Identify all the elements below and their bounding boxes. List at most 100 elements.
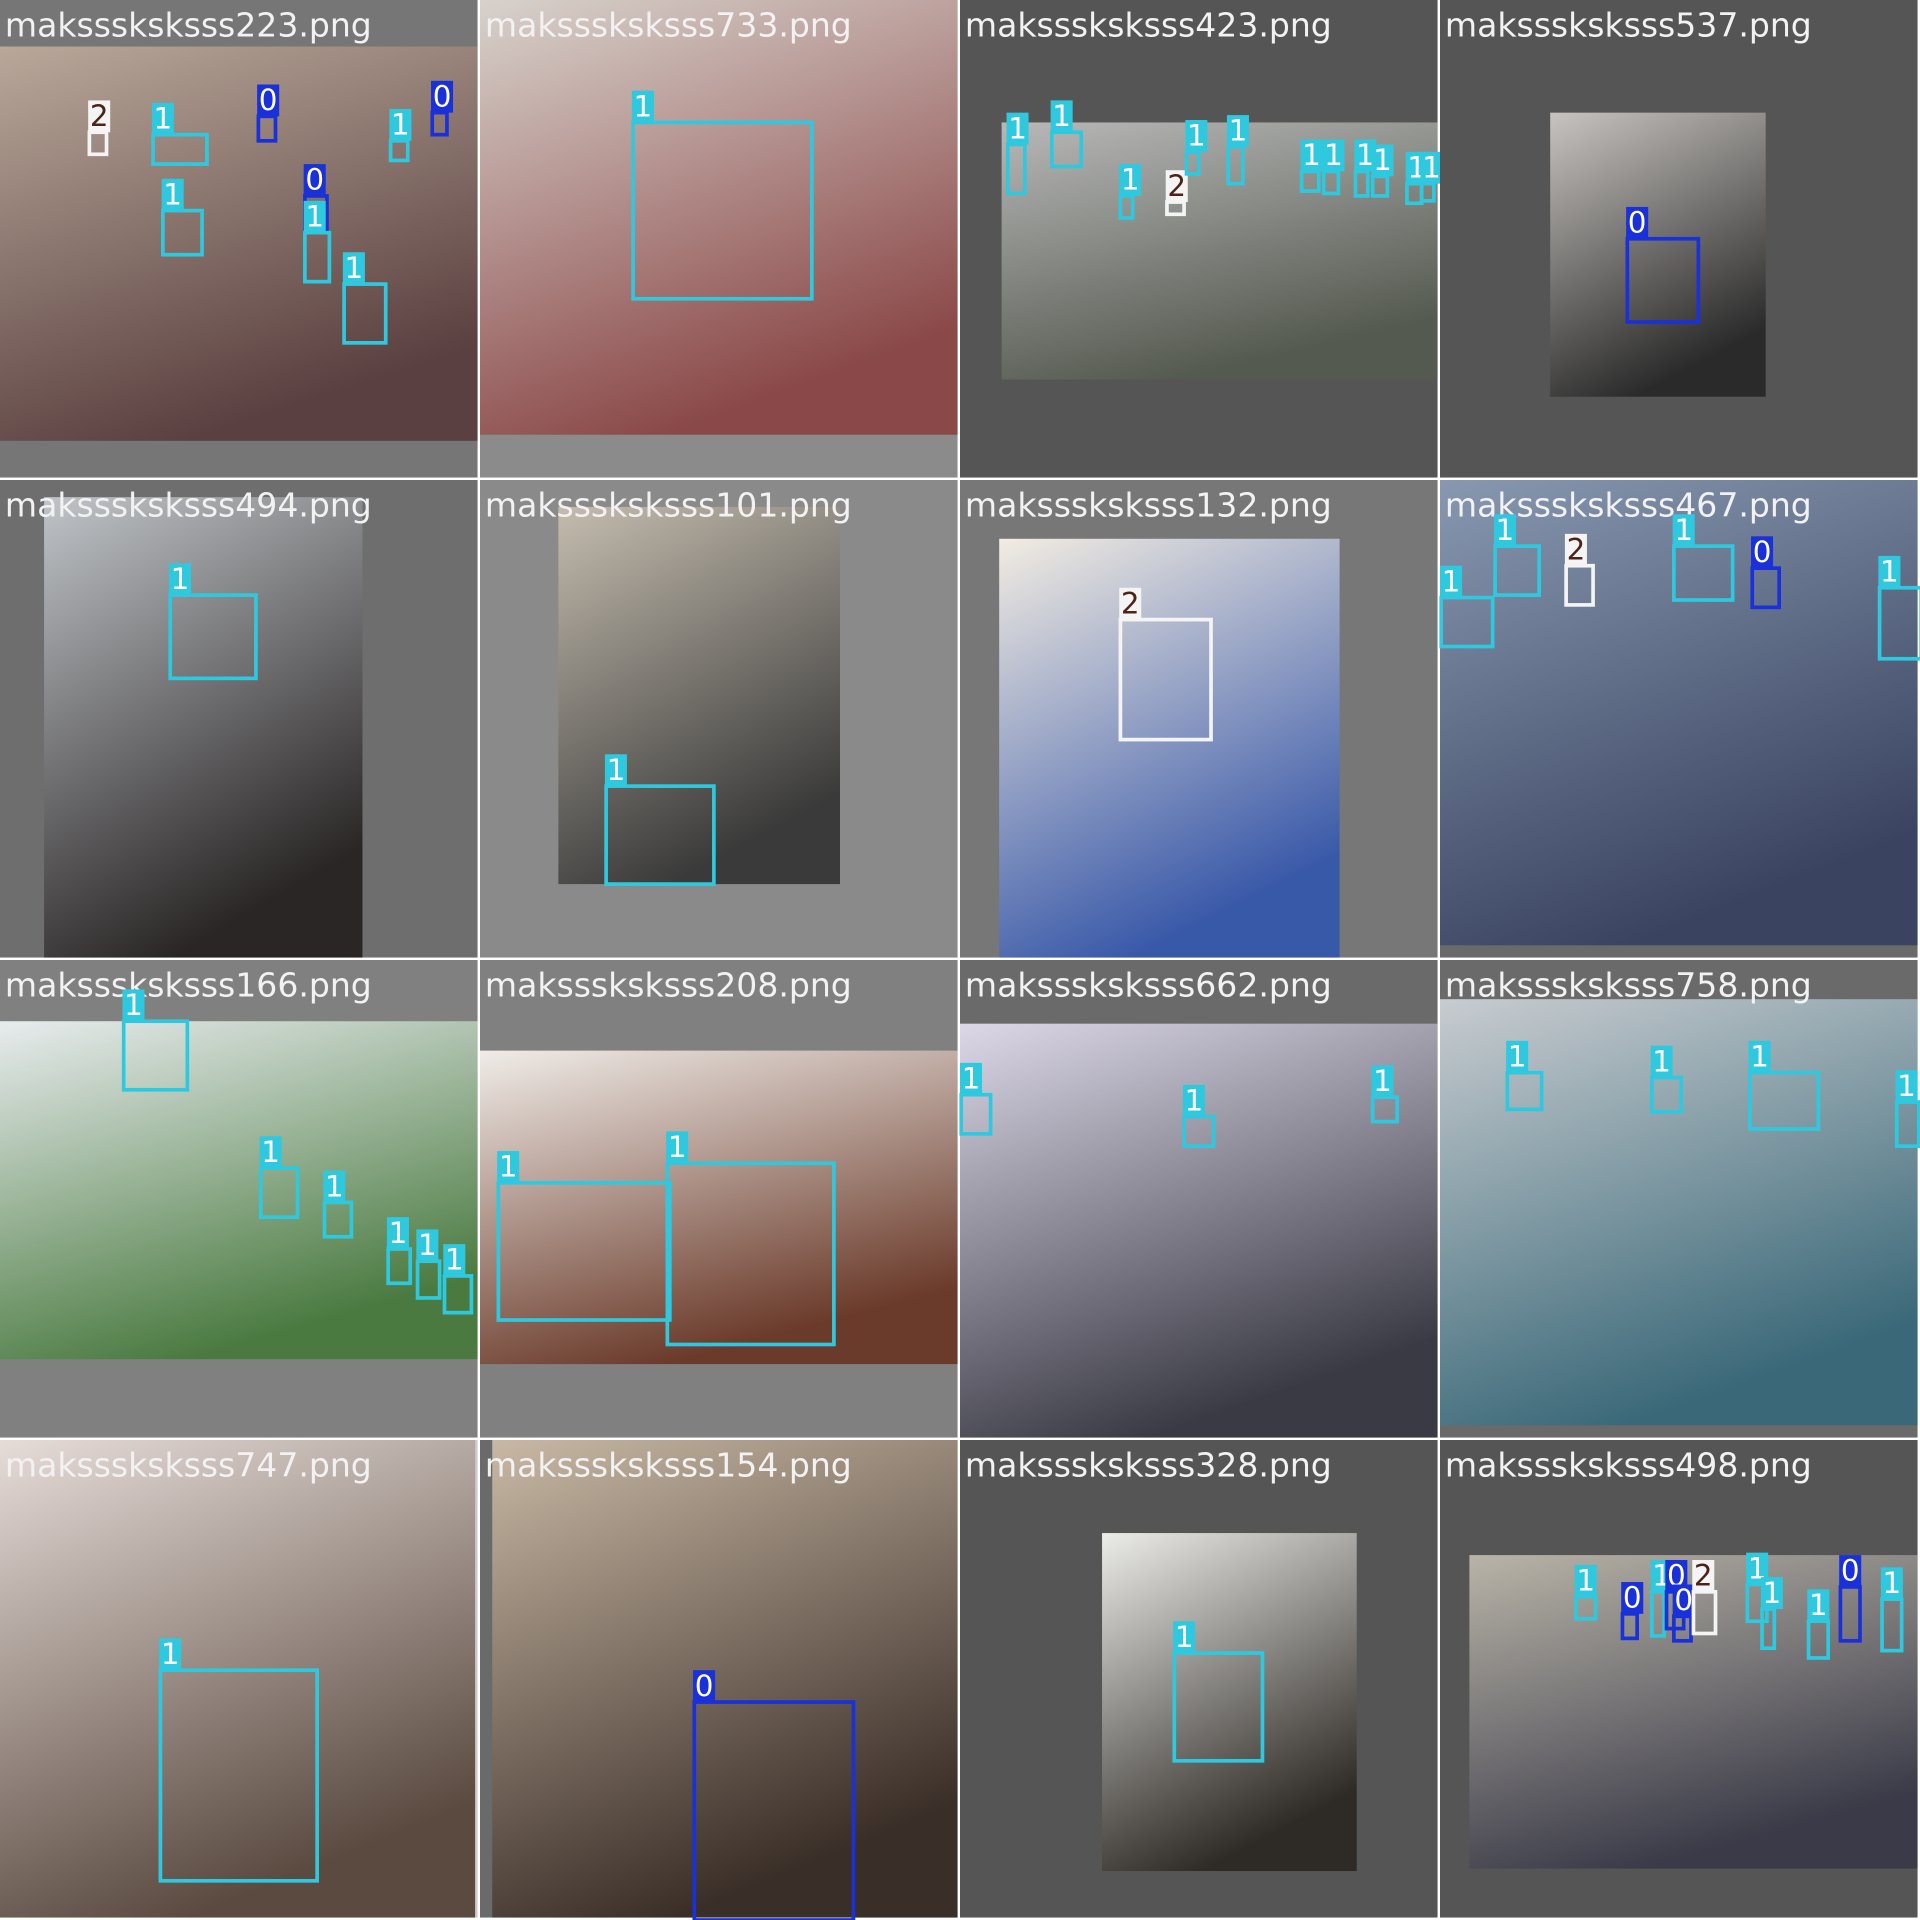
box-label: 2 [1121,586,1140,620]
label-background [1692,1560,1715,1592]
filename: maksssksksss662.png [965,965,1332,1004]
detection-box [151,132,209,166]
label-background [1574,1564,1597,1597]
label-background [1665,1560,1688,1592]
photo [1550,112,1766,397]
box-label: 1 [1187,119,1206,153]
box-label: 1 [325,1169,344,1203]
label-background [151,102,174,135]
filename: maksssksksss498.png [1445,1445,1812,1484]
detection-box [121,1019,190,1092]
box-label: 1 [1496,513,1515,547]
detection-box [692,1700,856,1920]
label-background [1878,555,1901,588]
label-background [386,1217,409,1249]
box-label: 2 [1694,1559,1713,1593]
label-background [303,200,326,233]
detection-box [1118,617,1213,742]
box-label: 1 [962,1062,981,1096]
label-background [631,90,654,123]
detection-box [1493,544,1542,597]
detection-box [496,1181,672,1322]
detection-box [1439,595,1495,649]
box-label: 1 [1185,1084,1204,1118]
label-background [1050,100,1073,133]
detection-box [158,1668,319,1883]
photo [558,506,840,885]
label-background [1564,533,1587,566]
photo [0,1440,476,1918]
label-background [1807,1589,1830,1622]
photo [999,538,1340,958]
detection-box [1050,130,1084,169]
box-label: 1 [1576,1564,1595,1598]
box-label: 0 [1841,1554,1860,1588]
detection-box [631,120,814,301]
box-label: 1 [391,108,410,142]
filename: maksssksksss537.png [1445,5,1812,44]
box-label: 0 [433,79,452,113]
box-label: 1 [1442,564,1461,598]
box-label: 1 [1762,1576,1781,1610]
label-background [604,754,627,787]
label-background [161,178,184,211]
box-label: 1 [161,1637,180,1671]
box-label: 1 [1373,1064,1392,1098]
label-background [88,100,111,133]
label-background [1165,170,1188,203]
label-background [1672,1584,1695,1617]
photo [1102,1533,1357,1872]
detection-box [1182,1114,1216,1148]
box-label: 1 [1750,1039,1769,1073]
label-background [1746,1552,1769,1585]
label-background [1185,120,1208,152]
box-label: 1 [1175,1620,1194,1654]
label-background [342,252,365,285]
box-label: 0 [1753,535,1772,569]
label-background [1173,1621,1196,1654]
filename: maksssksksss758.png [1445,965,1812,1004]
box-label: 1 [499,1150,518,1184]
box-label: 1 [1356,138,1375,172]
box-label: 1 [1748,1551,1767,1585]
filename: maksssksksss166.png [5,965,372,1004]
box-label: 1 [668,1130,687,1164]
box-label: 0 [1628,206,1647,240]
box-label: 1 [1897,1069,1916,1103]
label-background [1748,1040,1771,1073]
label-background [303,164,326,196]
label-background [1119,164,1142,196]
label-background [259,1136,282,1169]
photo [1440,480,1918,946]
box-label: 1 [1422,150,1441,184]
label-background [1371,1065,1394,1098]
box-label: 1 [261,1135,280,1169]
label-background [1880,1567,1903,1600]
filename: maksssksksss132.png [965,485,1332,524]
label-background [1006,112,1029,145]
label-background [693,1670,716,1703]
box-label: 1 [1008,111,1027,145]
label-background [416,1229,439,1262]
label-background [1226,115,1249,147]
photo [480,0,958,435]
box-label: 0 [305,163,324,197]
label-background [1621,1582,1644,1614]
detection-box [1625,236,1701,324]
box-label: 1 [418,1228,437,1262]
label-background [497,1151,520,1183]
label-background [1354,139,1377,172]
label-background [1119,587,1142,620]
label-background [1371,144,1394,177]
box-label: 1 [305,199,324,233]
box-label: 1 [171,562,190,596]
filename: maksssksksss747.png [5,1445,372,1484]
box-label: 1 [124,988,143,1022]
detection-box [665,1161,836,1347]
box-label: 1 [1302,138,1321,172]
detection-box [1172,1651,1265,1763]
box-label: 2 [90,99,109,133]
box-label: 1 [1324,138,1343,172]
